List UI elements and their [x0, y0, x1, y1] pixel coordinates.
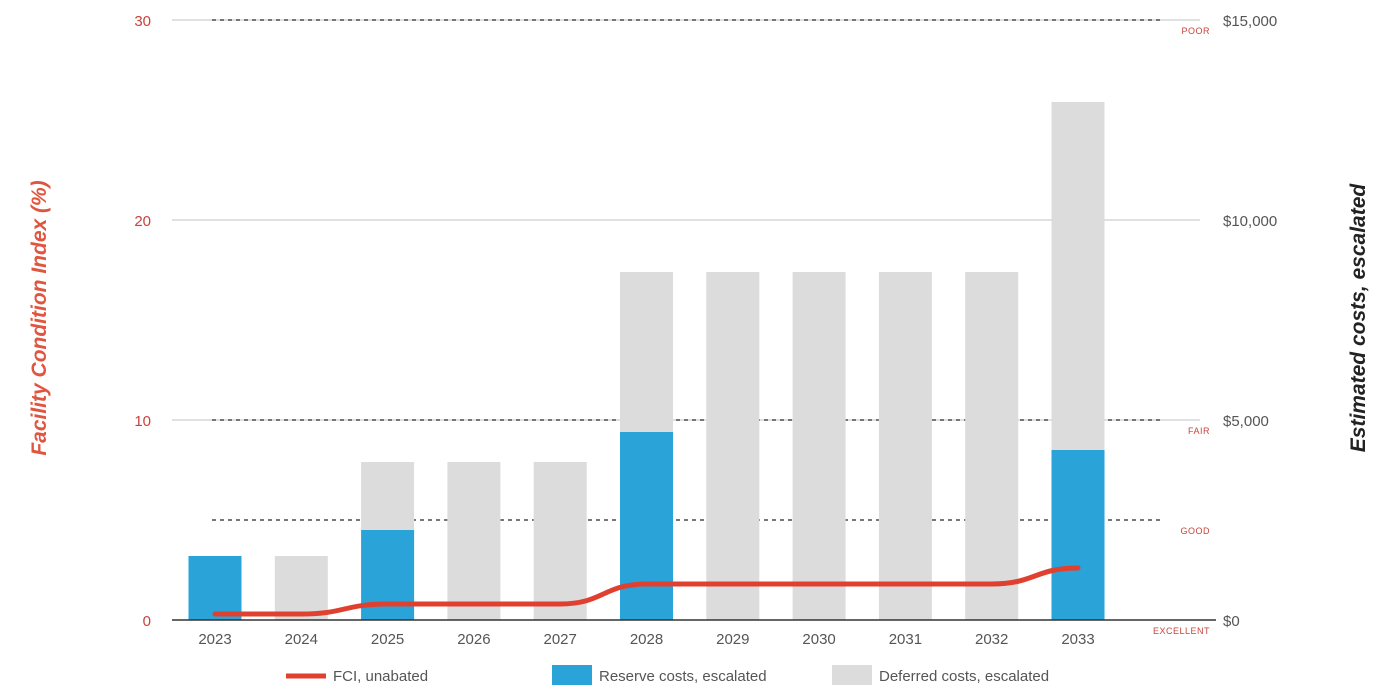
legend-label-deferred: Deferred costs, escalated [879, 668, 1049, 685]
x-tick-label: 2023 [198, 631, 231, 648]
legend-swatch-deferred [832, 665, 872, 685]
x-tick-label: 2030 [802, 631, 835, 648]
right-y-tick-label: $5,000 [1223, 413, 1269, 430]
bar-deferred [965, 272, 1019, 620]
left-y-tick-label: 30 [134, 13, 151, 30]
zone-label: FAIR [1188, 426, 1210, 436]
legend-label-reserve: Reserve costs, escalated [599, 668, 767, 685]
x-tick-label: 2032 [975, 631, 1008, 648]
x-tick-label: 2031 [889, 631, 922, 648]
x-tick-label: 2025 [371, 631, 404, 648]
zone-label: POOR [1181, 26, 1210, 36]
bar-deferred [792, 272, 846, 620]
right-y-tick-label: $15,000 [1223, 13, 1277, 30]
x-tick-label: 2033 [1061, 631, 1094, 648]
left-y-tick-label: 0 [143, 613, 151, 630]
bars [188, 102, 1105, 620]
right-axis-title: Estimated costs, escalated [1347, 183, 1370, 453]
left-y-tick-label: 20 [134, 213, 151, 230]
right-y-tick-label: $10,000 [1223, 213, 1277, 230]
legend-swatch-reserve [552, 665, 592, 685]
legend: FCI, unabated Reserve costs, escalated D… [286, 665, 1049, 685]
zone-label: EXCELLENT [1153, 626, 1210, 636]
bar-deferred [447, 462, 501, 620]
bar-reserve [1051, 450, 1105, 620]
left-y-tick-label: 10 [134, 413, 151, 430]
x-tick-label: 2029 [716, 631, 749, 648]
x-tick-label: 2026 [457, 631, 490, 648]
bar-reserve [620, 432, 673, 620]
x-tick-label: 2027 [544, 631, 577, 648]
bar-reserve [188, 556, 242, 620]
right-y-tick-label: $0 [1223, 613, 1240, 630]
x-tick-label: 2028 [630, 631, 663, 648]
bar-deferred [274, 556, 328, 620]
fci-line [212, 565, 1081, 617]
bar-deferred [533, 462, 587, 620]
bar-deferred [878, 272, 932, 620]
legend-label-fci: FCI, unabated [333, 668, 428, 685]
zone-label: GOOD [1180, 526, 1210, 536]
left-axis-title: Facility Condition Index (%) [28, 180, 51, 455]
bar-deferred [706, 272, 760, 620]
gridlines [172, 19, 1200, 521]
fci-line-layer [212, 565, 1081, 617]
x-tick-label: 2024 [285, 631, 318, 648]
